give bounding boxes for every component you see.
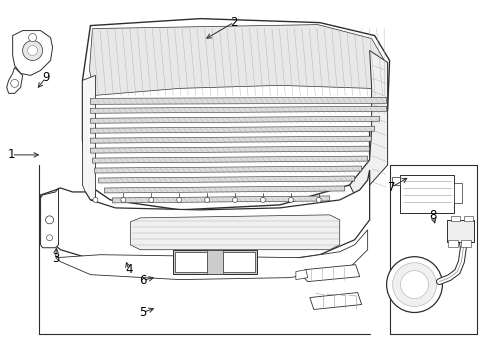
Text: 6: 6 xyxy=(139,274,146,287)
Polygon shape xyxy=(296,270,308,280)
Polygon shape xyxy=(175,252,207,272)
Polygon shape xyxy=(91,97,387,104)
Circle shape xyxy=(387,257,442,312)
Polygon shape xyxy=(223,252,255,272)
Polygon shape xyxy=(451,216,461,221)
Polygon shape xyxy=(207,250,223,274)
Circle shape xyxy=(317,197,321,202)
Circle shape xyxy=(149,197,154,202)
Polygon shape xyxy=(7,67,23,93)
Circle shape xyxy=(46,216,53,224)
Polygon shape xyxy=(55,230,368,280)
Bar xyxy=(462,240,471,247)
Polygon shape xyxy=(399,175,454,213)
Circle shape xyxy=(233,197,238,202)
Text: 4: 4 xyxy=(125,263,132,276)
Polygon shape xyxy=(91,116,380,123)
Circle shape xyxy=(93,197,98,202)
Polygon shape xyxy=(173,250,257,274)
Circle shape xyxy=(27,45,38,55)
Polygon shape xyxy=(310,293,362,310)
Text: 1: 1 xyxy=(8,148,15,161)
Polygon shape xyxy=(304,265,360,282)
Polygon shape xyxy=(130,215,340,250)
Text: 7: 7 xyxy=(388,181,395,194)
Polygon shape xyxy=(91,106,387,113)
Polygon shape xyxy=(91,126,375,133)
Polygon shape xyxy=(447,220,474,242)
Text: 8: 8 xyxy=(429,210,437,222)
Polygon shape xyxy=(90,24,386,95)
Polygon shape xyxy=(465,216,473,221)
Text: 3: 3 xyxy=(52,252,59,265)
Text: 9: 9 xyxy=(42,71,49,84)
Polygon shape xyxy=(112,196,330,203)
Polygon shape xyxy=(350,50,388,195)
Polygon shape xyxy=(392,177,399,185)
Polygon shape xyxy=(82,19,390,210)
Polygon shape xyxy=(98,176,355,183)
Circle shape xyxy=(11,80,19,87)
Polygon shape xyxy=(41,170,369,268)
Text: 2: 2 xyxy=(230,16,238,29)
Polygon shape xyxy=(104,186,345,193)
Polygon shape xyxy=(93,156,368,163)
Circle shape xyxy=(28,33,37,41)
Circle shape xyxy=(392,263,437,306)
Circle shape xyxy=(23,41,43,60)
Circle shape xyxy=(177,197,182,202)
Polygon shape xyxy=(41,188,58,248)
Circle shape xyxy=(289,197,294,202)
Polygon shape xyxy=(95,166,362,173)
Polygon shape xyxy=(13,31,52,75)
Polygon shape xyxy=(91,146,369,153)
Polygon shape xyxy=(82,75,96,200)
Circle shape xyxy=(121,197,126,202)
Circle shape xyxy=(47,235,52,241)
Circle shape xyxy=(400,271,428,298)
Text: 5: 5 xyxy=(139,306,146,319)
Polygon shape xyxy=(454,183,463,203)
Bar xyxy=(448,240,458,247)
Circle shape xyxy=(205,197,210,202)
Polygon shape xyxy=(91,136,371,143)
Circle shape xyxy=(261,197,266,202)
